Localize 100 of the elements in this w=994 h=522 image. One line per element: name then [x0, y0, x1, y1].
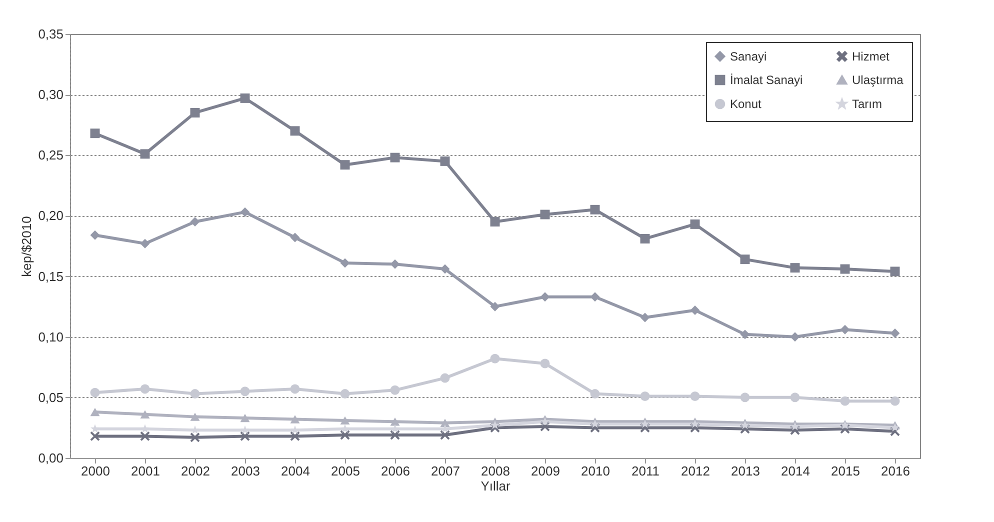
point [540, 210, 550, 220]
y-tick-label: 0,10 [38, 329, 64, 344]
point [740, 254, 750, 264]
point [240, 207, 250, 217]
point [490, 217, 500, 227]
point [240, 414, 250, 422]
point [690, 305, 700, 315]
point [390, 152, 400, 162]
point [340, 389, 350, 399]
x-tick-label: 2008 [481, 464, 510, 478]
x-tick-label: 2014 [781, 464, 810, 478]
y-tick-label: 0,05 [38, 390, 64, 405]
x-tick-label: 2016 [881, 464, 910, 478]
point [240, 386, 250, 396]
point [390, 259, 400, 269]
point [490, 420, 500, 430]
point [290, 415, 300, 424]
x-tick-label: 2001 [131, 464, 160, 478]
y-tick-label: 0,30 [38, 87, 64, 102]
legend-label: İmalat Sanayi [730, 73, 803, 87]
point [890, 422, 900, 432]
point [740, 330, 750, 340]
point [640, 312, 650, 322]
point [590, 204, 600, 214]
x-tick-label: 2002 [181, 464, 210, 478]
point [740, 420, 750, 430]
point [440, 156, 450, 166]
y-tick-label: 0,25 [38, 148, 64, 163]
legend-label: Konut [730, 97, 762, 111]
point [840, 324, 850, 334]
x-tick-label: 2007 [431, 464, 460, 478]
x-tick-label: 2013 [731, 464, 760, 478]
x-tick-label: 2012 [681, 464, 710, 478]
point [140, 384, 150, 394]
point [390, 385, 400, 395]
y-tick-label: 0,20 [38, 208, 64, 224]
point [190, 108, 200, 118]
point [190, 432, 200, 442]
x-tick-label: 2000 [81, 464, 110, 478]
point [340, 160, 350, 170]
y-tick-label: 0,00 [38, 450, 64, 466]
point [340, 258, 350, 268]
point [90, 388, 100, 398]
point [90, 408, 100, 416]
point [90, 431, 100, 441]
point [690, 219, 700, 229]
point [640, 234, 650, 244]
point [540, 358, 550, 368]
point [790, 392, 800, 402]
point [290, 431, 300, 441]
point [340, 416, 350, 425]
point [440, 418, 450, 427]
point [740, 392, 750, 402]
legend-label: Tarım [852, 97, 882, 111]
y-axis-title: kep/$2010 [19, 216, 34, 277]
point [290, 232, 300, 242]
point [90, 230, 100, 240]
point [140, 238, 150, 248]
point [240, 93, 250, 103]
x-tick-label: 2015 [831, 464, 860, 478]
point [140, 149, 150, 159]
point [240, 425, 250, 434]
legend-label: Ulaştırma [852, 73, 904, 87]
point [790, 263, 800, 273]
point [440, 264, 450, 274]
x-tick-label: 2005 [331, 464, 360, 478]
x-axis-title: Yıllar [480, 478, 511, 494]
point [840, 396, 850, 406]
x-tick-label: 2009 [531, 464, 560, 478]
point [290, 384, 300, 394]
point [790, 332, 800, 342]
point [440, 373, 450, 383]
x-tick-label: 2003 [231, 464, 260, 478]
x-tick-label: 2010 [581, 464, 610, 478]
point [840, 264, 850, 274]
point [140, 431, 150, 441]
point [140, 410, 150, 418]
legend-label: Hizmet [852, 49, 890, 64]
point [190, 217, 200, 227]
point [890, 266, 900, 276]
point [890, 328, 900, 338]
point [890, 396, 900, 406]
point [240, 431, 250, 441]
point [490, 354, 500, 364]
point [390, 418, 400, 426]
point [90, 128, 100, 138]
point [590, 389, 600, 399]
point [190, 412, 200, 421]
y-tick-label: 0,35 [38, 26, 64, 42]
legend-label: Sanayi [730, 49, 767, 64]
point [540, 292, 550, 302]
point [690, 391, 700, 401]
point [590, 292, 600, 302]
x-tick-label: 2006 [381, 464, 410, 478]
point [190, 389, 200, 399]
x-tick-label: 2011 [632, 464, 660, 478]
point [640, 391, 650, 401]
x-tick-label: 2004 [281, 464, 310, 478]
point [490, 302, 500, 312]
point [290, 126, 300, 136]
